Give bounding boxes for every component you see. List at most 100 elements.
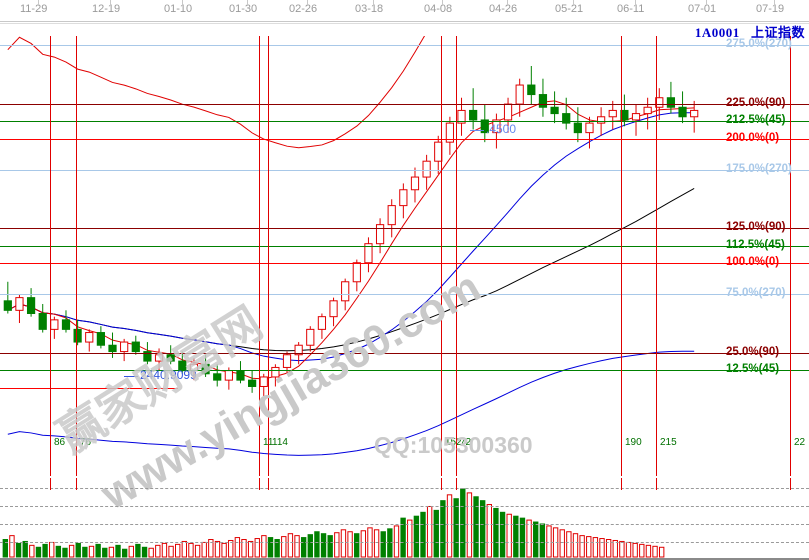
volume-bar — [605, 539, 612, 558]
volume-bar — [360, 530, 367, 558]
volume-bar — [15, 542, 22, 558]
candle-body — [690, 109, 699, 118]
volume-bar — [121, 548, 128, 558]
volume-bar — [572, 533, 579, 558]
date-tickmark-9 — [635, 0, 636, 6]
candle-body — [73, 328, 82, 343]
volume-bar — [35, 546, 42, 558]
candle-body — [143, 351, 152, 362]
level-line-2 — [0, 121, 809, 122]
volume-bar — [102, 547, 108, 558]
candle-body — [120, 341, 129, 353]
cycle-line-label-7: 215 — [660, 437, 677, 448]
security-title: 1A0001 上证指数 — [695, 22, 805, 41]
candle-body — [329, 300, 338, 318]
date-tickmark-4 — [307, 0, 308, 6]
level-label-0: 275.0%(270) — [726, 38, 792, 50]
volume-bar — [639, 543, 645, 558]
date-tickmark-2 — [182, 0, 183, 6]
volume-bar — [473, 496, 479, 558]
candle-body — [294, 344, 303, 356]
cycle-line-label-6: 190 — [625, 437, 642, 448]
volume-pane[interactable] — [0, 478, 809, 560]
candle-body — [248, 379, 257, 387]
date-tick-7: 04-26 — [489, 3, 518, 15]
level-line-6 — [0, 246, 809, 247]
cycle-line-1[interactable] — [76, 36, 77, 476]
date-tickmark-11 — [774, 0, 775, 6]
date-tickmark-7 — [507, 0, 508, 6]
date-tick-8: 05-21 — [555, 3, 584, 15]
volume-bar — [88, 545, 95, 558]
price-pane[interactable]: 8676111141527219021522 2440.9099.4500 — [0, 36, 809, 476]
date-tickmark-8 — [573, 0, 574, 6]
volume-bar — [652, 545, 658, 558]
level-label-5: 125.0%(90) — [726, 221, 786, 233]
candle-body — [26, 297, 36, 314]
date-tick-0: 11-29 — [20, 3, 48, 15]
volume-bar — [254, 538, 260, 558]
volume-bar — [55, 545, 62, 558]
level-label-9: 25.0%(90) — [726, 346, 780, 358]
candle-body — [317, 316, 327, 330]
candle-body — [562, 113, 571, 124]
cycle-line-label-8: 22 — [794, 437, 806, 448]
volume-bar — [393, 525, 400, 558]
volume-gridline-3 — [0, 542, 809, 543]
volume-bar — [307, 534, 313, 558]
candle-body — [271, 366, 280, 378]
volume-bar — [267, 537, 274, 558]
candle-body — [573, 122, 582, 134]
candle-body — [38, 313, 47, 330]
volume-bar — [420, 511, 426, 558]
security-name: 上证指数 — [750, 25, 805, 40]
level-line-8 — [0, 294, 809, 295]
candle-body — [422, 160, 431, 178]
level-label-1: 225.0%(90) — [726, 97, 786, 109]
candle-body — [341, 281, 350, 302]
level-line-1 — [0, 104, 809, 105]
candle-body — [224, 370, 233, 381]
cycle-line-8[interactable] — [790, 36, 791, 476]
cycle-line-label-0: 86 — [54, 437, 66, 448]
candle-body — [3, 300, 12, 311]
cycle-line-vol-6 — [621, 478, 622, 490]
candle-body — [666, 97, 676, 108]
candle-body — [655, 97, 664, 108]
level-line-5 — [0, 228, 809, 229]
cycle-line-3[interactable] — [268, 36, 269, 476]
volume-bar — [261, 535, 267, 558]
candle-body — [550, 106, 559, 115]
extra-level-line-0 — [0, 388, 178, 389]
date-tick-9: 06-11 — [617, 3, 645, 15]
volume-bar — [168, 545, 174, 558]
cycle-line-4[interactable] — [441, 36, 442, 476]
candle-body — [15, 297, 24, 311]
volume-bar — [75, 542, 81, 558]
candle-body — [201, 363, 210, 375]
envelope-lower-line — [7, 350, 695, 456]
candle-body — [50, 319, 59, 330]
candle-body — [399, 189, 408, 207]
volume-bar — [579, 535, 585, 558]
candle-body — [503, 103, 513, 121]
cycle-line-6[interactable] — [621, 36, 622, 476]
level-label-10: 12.5%(45) — [726, 363, 780, 375]
candle-body — [282, 354, 292, 368]
volume-bar — [460, 488, 466, 558]
cycle-line-2[interactable] — [259, 36, 260, 476]
cycle-line-vol-0 — [50, 478, 51, 490]
ma-short-line — [7, 100, 695, 380]
volume-bar — [499, 511, 506, 558]
cycle-line-0[interactable] — [50, 36, 51, 476]
cycle-line-5[interactable] — [456, 36, 457, 476]
volume-bar — [208, 539, 214, 558]
cycle-line-7[interactable] — [656, 36, 657, 476]
candle-body — [480, 119, 489, 134]
candle-body — [364, 243, 373, 264]
price-callout-1: .4500 — [486, 122, 517, 136]
date-tick-10: 07-01 — [688, 3, 717, 15]
volume-bar — [334, 532, 340, 558]
volume-bar — [188, 542, 194, 558]
volume-bar — [440, 500, 446, 558]
